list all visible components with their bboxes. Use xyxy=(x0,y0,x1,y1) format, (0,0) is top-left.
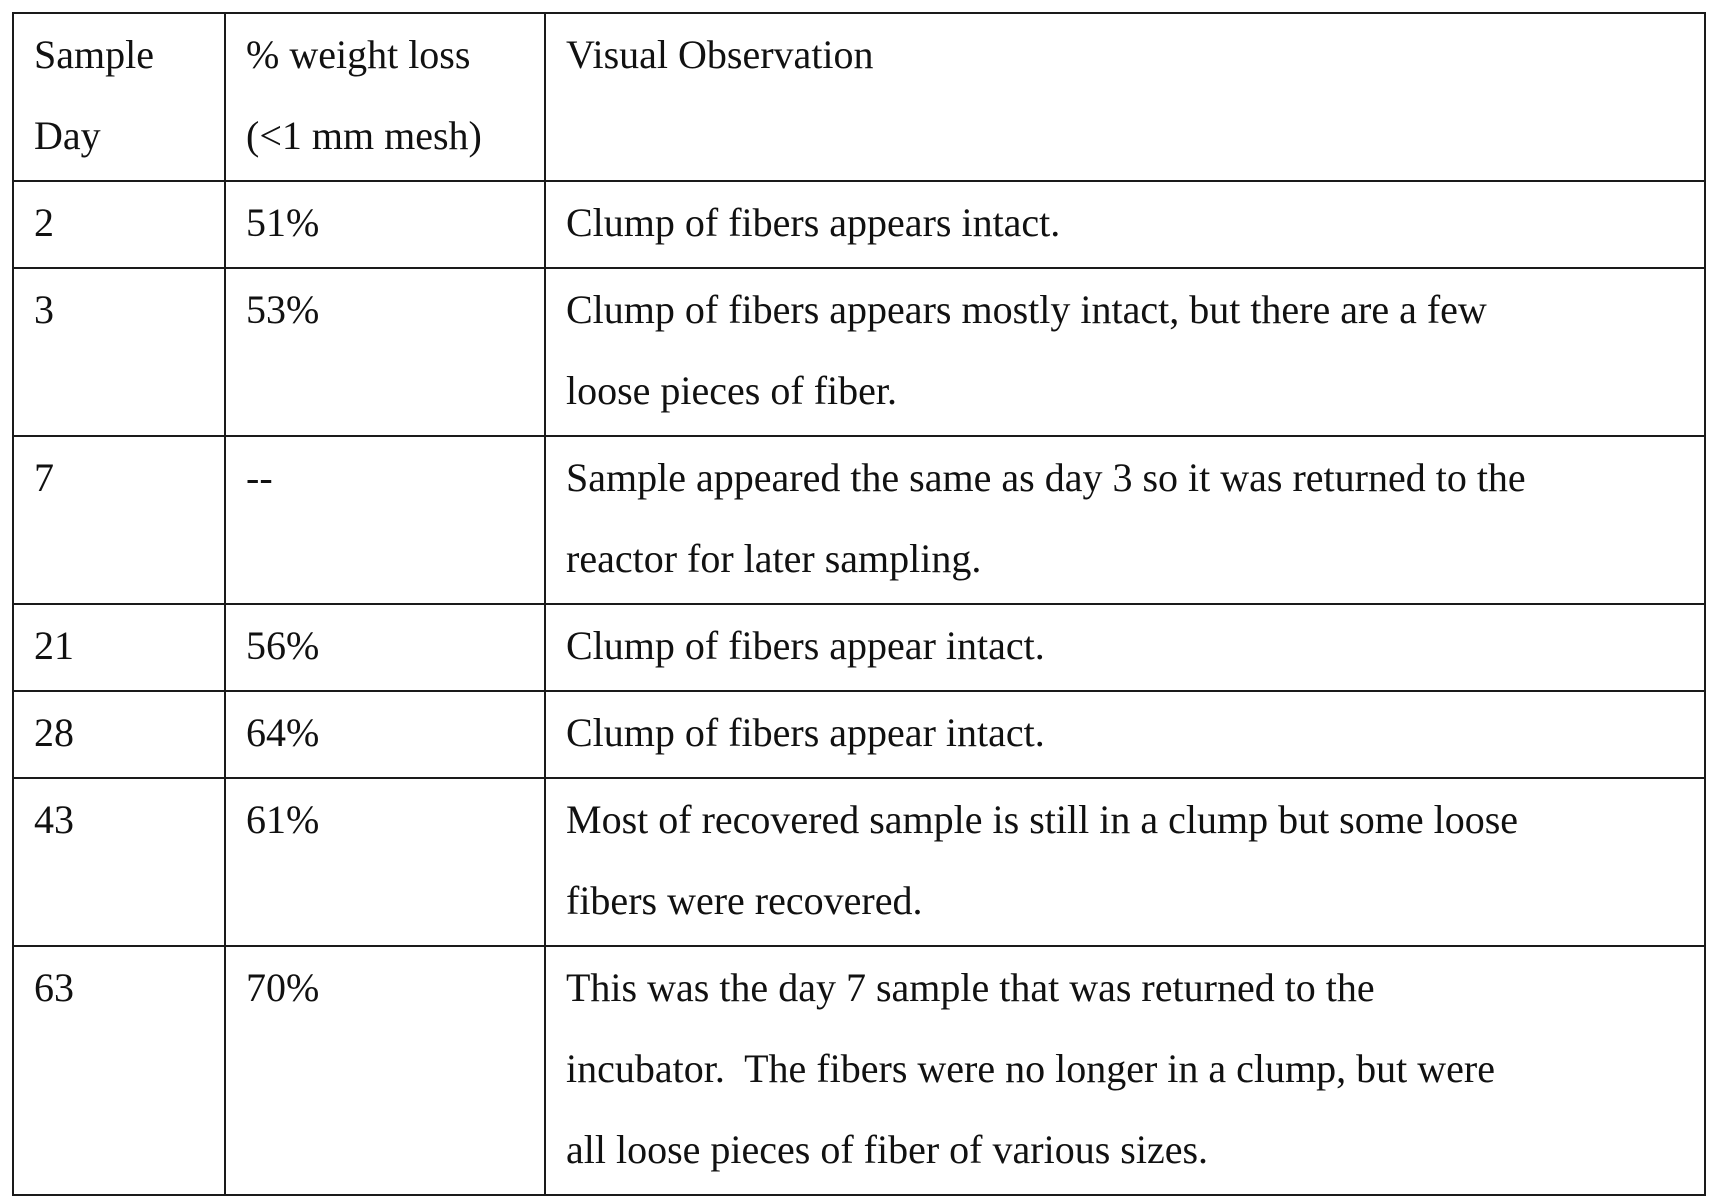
observation-line: Clump of fibers appear intact. xyxy=(566,692,1694,773)
cell-sample-day: 28 xyxy=(13,691,225,778)
observation-table: Sample Day % weight loss (<1 mm mesh) Vi… xyxy=(12,12,1706,1196)
header-text: Sample xyxy=(34,14,214,95)
observation-line: Clump of fibers appears mostly intact, b… xyxy=(566,269,1694,350)
cell-weight-loss: 56% xyxy=(225,604,545,691)
observation-line: Most of recovered sample is still in a c… xyxy=(566,779,1694,860)
cell-weight-loss: 53% xyxy=(225,268,545,436)
table-row: 21 56% Clump of fibers appear intact. xyxy=(13,604,1705,691)
observation-line: reactor for later sampling. xyxy=(566,518,1694,599)
header-text: Day xyxy=(34,95,214,176)
observation-line: Clump of fibers appear intact. xyxy=(566,605,1694,686)
observation-line: Clump of fibers appears intact. xyxy=(566,182,1694,263)
table-row: 63 70% This was the day 7 sample that wa… xyxy=(13,946,1705,1195)
table-header-row: Sample Day % weight loss (<1 mm mesh) Vi… xyxy=(13,13,1705,181)
header-visual-observation: Visual Observation xyxy=(545,13,1705,181)
cell-observation: Clump of fibers appears intact. xyxy=(545,181,1705,268)
cell-observation: Clump of fibers appear intact. xyxy=(545,604,1705,691)
cell-sample-day: 43 xyxy=(13,778,225,946)
table-row: 7 -- Sample appeared the same as day 3 s… xyxy=(13,436,1705,604)
observation-line: all loose pieces of fiber of various siz… xyxy=(566,1109,1694,1190)
table-row: 28 64% Clump of fibers appear intact. xyxy=(13,691,1705,778)
observation-line: fibers were recovered. xyxy=(566,860,1694,941)
cell-sample-day: 63 xyxy=(13,946,225,1195)
header-weight-loss: % weight loss (<1 mm mesh) xyxy=(225,13,545,181)
cell-weight-loss: -- xyxy=(225,436,545,604)
cell-observation: Clump of fibers appear intact. xyxy=(545,691,1705,778)
cell-observation: Clump of fibers appears mostly intact, b… xyxy=(545,268,1705,436)
table-row: 2 51% Clump of fibers appears intact. xyxy=(13,181,1705,268)
cell-weight-loss: 51% xyxy=(225,181,545,268)
header-text: (<1 mm mesh) xyxy=(246,95,534,176)
cell-sample-day: 7 xyxy=(13,436,225,604)
cell-observation: Most of recovered sample is still in a c… xyxy=(545,778,1705,946)
table-row: 3 53% Clump of fibers appears mostly int… xyxy=(13,268,1705,436)
cell-weight-loss: 61% xyxy=(225,778,545,946)
cell-observation: Sample appeared the same as day 3 so it … xyxy=(545,436,1705,604)
cell-observation: This was the day 7 sample that was retur… xyxy=(545,946,1705,1195)
cell-sample-day: 21 xyxy=(13,604,225,691)
cell-sample-day: 3 xyxy=(13,268,225,436)
cell-sample-day: 2 xyxy=(13,181,225,268)
cell-weight-loss: 70% xyxy=(225,946,545,1195)
observation-line: This was the day 7 sample that was retur… xyxy=(566,947,1694,1028)
observation-line: Sample appeared the same as day 3 so it … xyxy=(566,437,1694,518)
table-row: 43 61% Most of recovered sample is still… xyxy=(13,778,1705,946)
header-text: % weight loss xyxy=(246,14,534,95)
cell-weight-loss: 64% xyxy=(225,691,545,778)
observation-line: loose pieces of fiber. xyxy=(566,350,1694,431)
observation-line: incubator. The fibers were no longer in … xyxy=(566,1028,1694,1109)
header-sample-day: Sample Day xyxy=(13,13,225,181)
header-text: Visual Observation xyxy=(566,14,1694,95)
